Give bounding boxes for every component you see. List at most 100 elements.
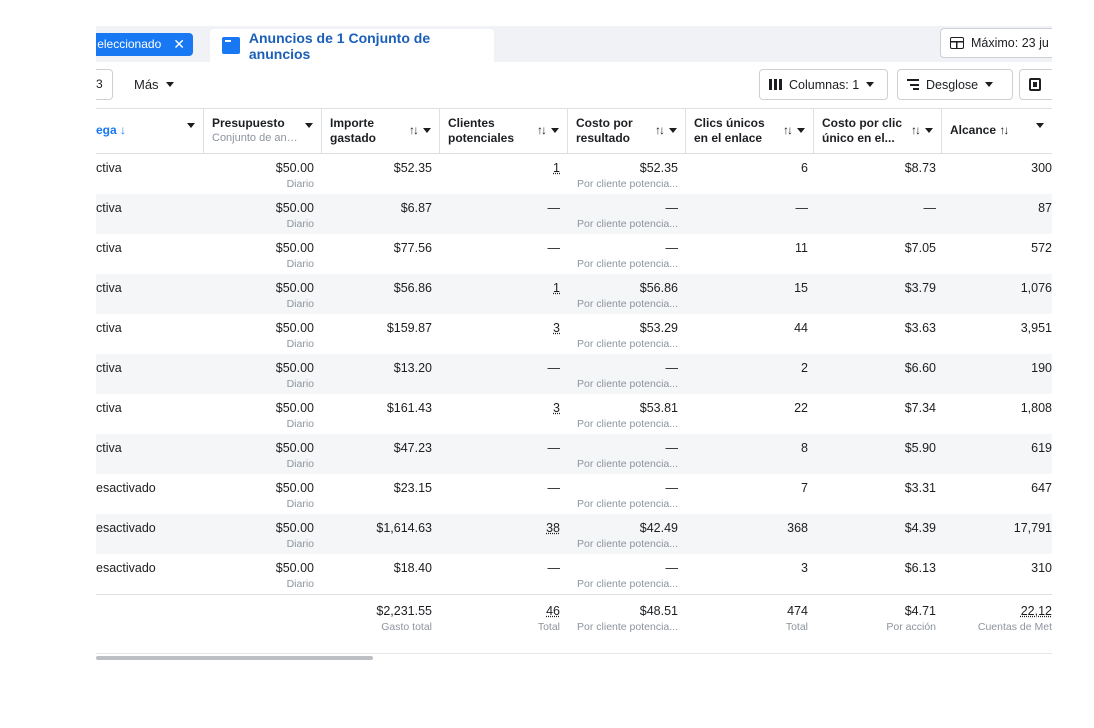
leads-value[interactable]: 1 [553,281,560,295]
reports-button[interactable] [1019,69,1052,100]
table-row[interactable]: esactivado $50.00 Diario $1,614.63 38 $42.49 P… [96,514,1052,554]
count-button[interactable]: 3 [96,69,113,100]
table-row[interactable]: ctiva $50.00 Diario $13.20 — — Por cliente pot… [96,354,1052,394]
delivery-cell: esactivado [96,554,196,594]
table-row[interactable]: ctiva $50.00 Diario $6.87 — — Por cliente pote… [96,194,1052,234]
clicks-cell: 44 [686,314,808,354]
budget-cell[interactable]: $50.00 Diario [204,394,314,434]
col-budget[interactable]: Presupuesto Conjunto de anunci... [204,109,322,153]
col-cost-per-result[interactable]: Costo por resultado ↑↓ [568,109,686,153]
budget-value: $50.00 [275,201,314,215]
budget-cell[interactable]: $50.00 Diario [204,514,314,554]
sort-icon[interactable]: ↑↓ [537,123,547,137]
cpr-sub: Por cliente potencia... [577,418,678,430]
cpr-value: — [665,561,679,575]
horizontal-scrollbar[interactable] [96,656,373,660]
ads-folder-icon [222,37,240,54]
table-row[interactable]: ctiva $50.00 Diario $161.43 3 $53.81 Por clien… [96,394,1052,434]
leads-value[interactable]: 1 [553,161,560,175]
chevron-down-icon[interactable] [797,128,805,133]
col-unique-clicks[interactable]: Clics únicos en el enlace ↑↓ [686,109,814,153]
budget-cell[interactable]: $50.00 Diario [204,314,314,354]
clicks-value: 2 [801,361,808,375]
budget-cell[interactable]: $50.00 Diario [204,474,314,514]
col-budget-label: Presupuesto [212,116,285,130]
cpr-cell: — Por cliente potencia... [568,554,678,594]
cpr-sub: Por cliente potencia... [577,298,678,310]
delivery-status: ctiva [96,361,122,375]
chevron-down-icon[interactable] [551,128,559,133]
selected-tab[interactable]: eleccionado ✕ [96,33,193,56]
table-row[interactable]: esactivado $50.00 Diario $23.15 — — Por client… [96,474,1052,514]
tab-ads[interactable]: Anuncios de 1 Conjunto de anuncios [210,29,494,62]
chevron-down-icon[interactable] [305,123,313,128]
sort-icon[interactable]: ↑↓ [409,123,419,137]
spent-cell: $23.15 [322,474,432,514]
table-row[interactable]: ctiva $50.00 Diario $47.23 — — Por cliente pot… [96,434,1052,474]
budget-sub: Diario [286,578,314,590]
cpr-value: — [665,201,679,215]
close-icon[interactable]: ✕ [173,36,185,52]
delivery-cell: ctiva [96,394,196,434]
chevron-down-icon[interactable] [423,128,431,133]
col-delivery[interactable]: ega ↓ [96,109,204,153]
more-button[interactable]: Más [126,69,182,100]
total-reach-value[interactable]: 22,12 [1020,604,1052,618]
total-clicks-sub: Total [785,621,808,633]
clicks-value: 11 [795,241,808,255]
spent-cell: $56.86 [322,274,432,314]
budget-cell[interactable]: $50.00 Diario [204,154,314,194]
sort-icon[interactable]: ↑↓ [655,123,665,137]
delivery-status: ctiva [96,201,122,215]
delivery-status: esactivado [96,481,156,495]
chevron-down-icon[interactable] [187,123,195,128]
total-spent-sub: Gasto total [381,621,432,633]
col-cost-per-click[interactable]: Costo por clic único en el... ↑↓ [814,109,942,153]
delivery-cell: ctiva [96,314,196,354]
chevron-down-icon[interactable] [925,128,933,133]
breakdown-button[interactable]: Desglose [897,69,1013,100]
budget-cell[interactable]: $50.00 Diario [204,434,314,474]
total-clicks-value: 474 [787,604,808,618]
col-budget-sub: Conjunto de anunci... [212,132,300,144]
cpr-value: $42.49 [639,521,678,535]
budget-cell[interactable]: $50.00 Diario [204,194,314,234]
cpc-cell: $7.05 [814,234,936,274]
table-row[interactable]: ctiva $50.00 Diario $159.87 3 $53.29 Por clien… [96,314,1052,354]
budget-cell[interactable]: $50.00 Diario [204,354,314,394]
columns-button[interactable]: Columnas: 1 [759,69,888,100]
col-reach[interactable]: Alcance ↑↓ [942,109,1052,153]
sort-icon[interactable]: ↑↓ [911,123,921,137]
col-spent[interactable]: Importe gastado ↑↓ [322,109,440,153]
cpc-value: $6.60 [904,361,936,375]
sort-icon[interactable]: ↑↓ [783,123,793,137]
budget-cell[interactable]: $50.00 Diario [204,274,314,314]
reach-value: 1,808 [1020,401,1052,415]
table-row[interactable]: ctiva $50.00 Diario $52.35 1 $52.35 Por client… [96,154,1052,194]
clicks-cell: 2 [686,354,808,394]
table-row[interactable]: ctiva $50.00 Diario $77.56 — — Por cliente pot… [96,234,1052,274]
leads-value[interactable]: 3 [553,401,560,415]
spent-value: $1,614.63 [376,521,432,535]
sort-icon[interactable]: ↑↓ [999,123,1009,137]
col-leads[interactable]: Clientes potenciales ↑↓ [440,109,568,153]
chevron-down-icon[interactable] [1036,123,1044,128]
budget-value: $50.00 [275,521,314,535]
date-range-button[interactable]: Máximo: 23 ju [940,28,1052,58]
total-leads-value[interactable]: 46 [546,604,560,618]
col-cpr-line1: Costo por [576,116,633,130]
table-row[interactable]: ctiva $50.00 Diario $56.86 1 $56.86 Por client… [96,274,1052,314]
reach-cell: 17,791 [942,514,1052,554]
leads-cell: — [440,474,561,514]
budget-sub: Diario [286,538,314,550]
leads-value[interactable]: 38 [546,521,560,535]
chevron-down-icon[interactable] [669,128,677,133]
table-row[interactable]: esactivado $50.00 Diario $18.40 — — Por client… [96,554,1052,594]
budget-sub: Diario [286,338,314,350]
budget-cell[interactable]: $50.00 Diario [204,554,314,594]
reach-value: 3,951 [1020,321,1052,335]
budget-cell[interactable]: $50.00 Diario [204,234,314,274]
cpc-value: $3.31 [904,481,936,495]
count-label: 3 [96,77,103,91]
leads-value[interactable]: 3 [553,321,560,335]
